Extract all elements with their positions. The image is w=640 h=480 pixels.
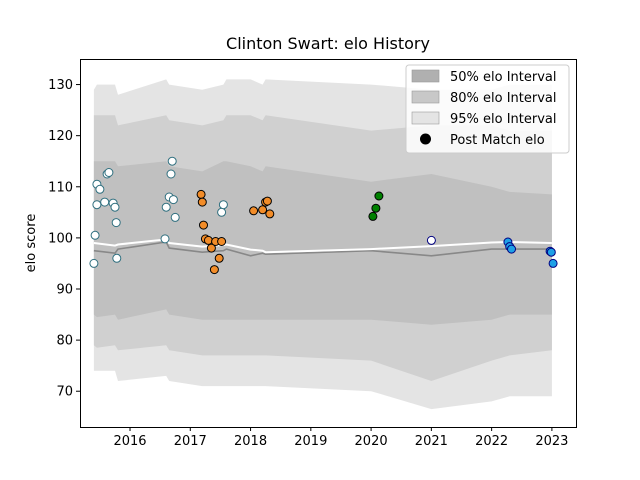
data-point [209,265,219,275]
x-axis-ticks: 2016 2017 2018 2019 2020 2021 2022 2023 [113,427,568,449]
plot-frame [80,59,577,428]
data-point [112,253,122,263]
x-tick-label: 2022 [475,434,508,449]
x-tick-label: 2023 [535,434,568,449]
x-tick-label: 2021 [415,434,448,449]
data-point [214,253,224,263]
data-point [218,200,228,210]
data-point [104,168,114,177]
data-point [167,156,177,166]
data-point [426,235,436,245]
x-tick-label: 2016 [113,434,146,449]
data-point [197,197,207,207]
y-tick-label: 110 [48,180,73,195]
data-point [92,200,102,210]
x-tick-label: 2019 [294,434,327,449]
data-point [217,207,227,217]
data-point [368,211,378,221]
data-point [374,191,384,201]
legend-label: 95% elo Interval [450,112,557,127]
data-point [168,195,178,205]
data-point [217,237,227,246]
post-match-points [89,156,558,275]
legend-label: Post Match elo [450,133,545,148]
legend-label: 80% elo Interval [450,91,557,106]
data-point [548,258,558,268]
band-50 [93,161,552,325]
data-point [161,202,171,212]
interval-bands [93,79,552,410]
x-tick-label: 2017 [174,434,207,449]
data-point [546,247,556,257]
data-point [196,189,206,199]
data-point [95,184,105,194]
y-tick-label: 100 [48,231,73,246]
trend-lines [93,238,552,257]
y-tick-label: 120 [48,129,73,144]
data-point [265,209,275,219]
legend-swatch [411,90,440,104]
data-point [170,212,180,222]
data-point [206,243,216,253]
data-point [203,235,213,245]
data-point [90,230,100,240]
data-point [111,218,121,228]
line-mean [93,241,552,257]
data-point [249,206,259,216]
legend: 50% elo Interval 80% elo Interval 95% elo … [405,64,570,154]
data-point [258,205,268,215]
data-point [89,258,99,268]
y-axis-ticks: 70 80 90 100 110 120 130 [48,78,80,400]
y-tick-label: 70 [56,385,73,400]
x-tick-label: 2018 [234,434,267,449]
x-tick-label: 2020 [355,434,388,449]
data-point [160,234,170,244]
y-tick-label: 90 [56,283,73,298]
data-point [100,197,110,207]
legend-box [405,64,570,154]
legend-marker [420,133,431,145]
chart-title: Clinton Swart: elo History [226,34,430,53]
data-point [507,244,516,254]
data-point [199,220,208,230]
y-tick-label: 130 [48,78,73,93]
legend-swatch [411,111,440,125]
legend-swatch [411,69,440,83]
legend-label: 50% elo Interval [450,70,557,85]
data-point [371,203,381,213]
data-point [166,169,176,179]
y-axis-label: elo score [24,214,39,273]
data-point [110,202,120,212]
line-median [93,238,552,254]
y-tick-label: 80 [56,334,73,349]
data-point [262,196,272,206]
